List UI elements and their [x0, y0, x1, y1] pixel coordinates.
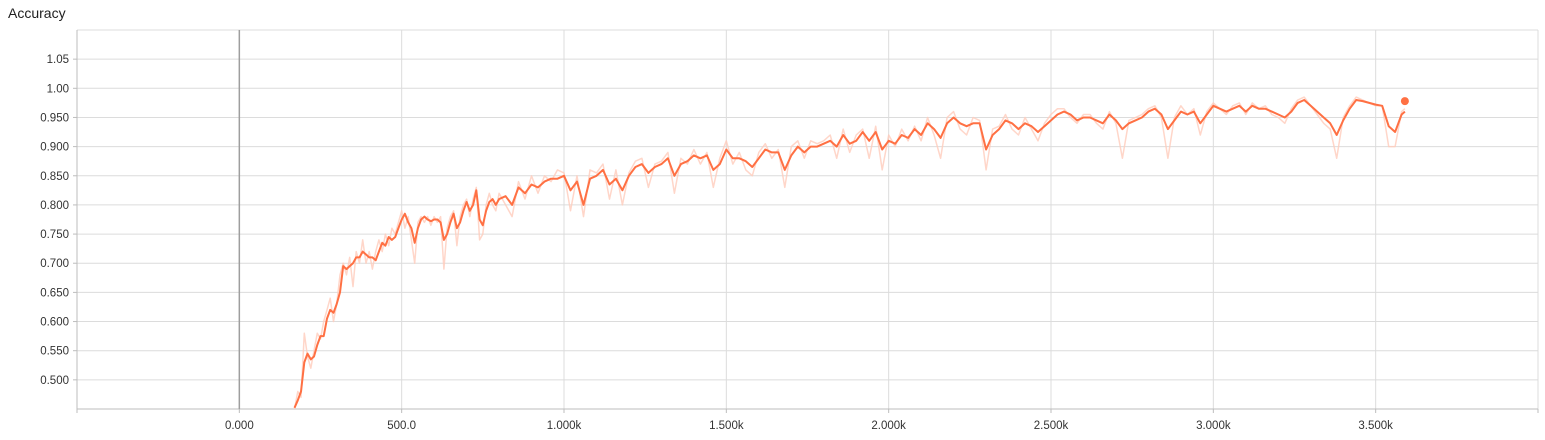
axis-layer [77, 30, 1538, 409]
y-tick-label: 1.05 [47, 54, 69, 66]
y-tick-label: 0.950 [40, 112, 69, 124]
x-tick-label: 1.500k [709, 420, 744, 432]
x-tick-label: 3.000k [1196, 420, 1231, 432]
y-tick-label: 0.550 [40, 346, 69, 358]
x-tick-label: 500.0 [387, 420, 416, 432]
x-tick-label: 2.000k [871, 420, 906, 432]
y-tick-label: 0.650 [40, 287, 69, 299]
x-tick-label: 3.500k [1358, 420, 1393, 432]
y-tick-label: 0.600 [40, 317, 69, 329]
y-tick-label: 0.500 [40, 375, 69, 387]
x-tick-label: 2.500k [1034, 420, 1069, 432]
y-tick-label: 1.00 [47, 83, 69, 95]
x-tick-label: 1.000k [547, 420, 582, 432]
series-layer [295, 97, 1409, 409]
grid-layer [77, 30, 1538, 409]
y-tick-label: 0.850 [40, 171, 69, 183]
y-tick-label: 0.700 [40, 258, 69, 270]
tick-layer: 0.500 0.550 0.600 0.650 0.700 0.750 0.800 0.850… [40, 54, 1538, 432]
x-tick-label: 0.000 [225, 420, 254, 432]
y-tick-label: 0.900 [40, 142, 69, 154]
y-tick-label: 0.750 [40, 229, 69, 241]
last-value-point [1401, 97, 1409, 105]
y-tick-label: 0.800 [40, 200, 69, 212]
